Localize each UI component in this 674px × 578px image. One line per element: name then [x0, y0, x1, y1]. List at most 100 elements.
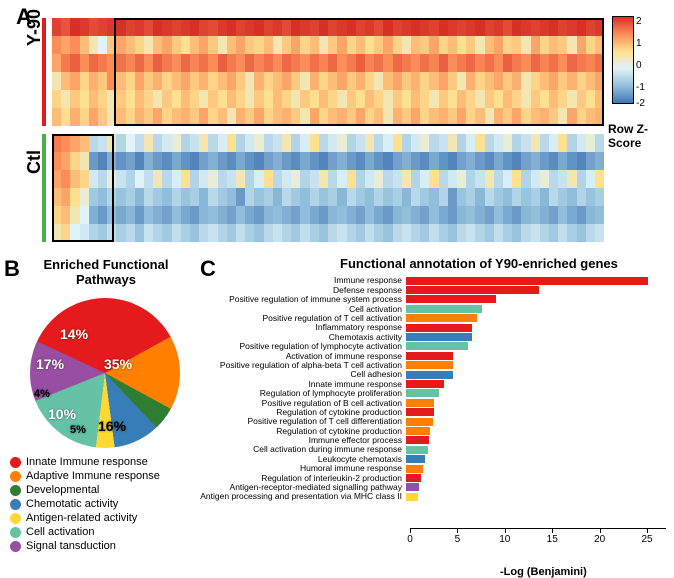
colorbar-title: Row Z-Score: [608, 122, 674, 150]
bar-label: Defense response: [200, 286, 406, 295]
heatmap-row: [52, 72, 604, 90]
bar-label: Immune effector process: [200, 436, 406, 445]
bar-fill: [406, 474, 421, 482]
pie-legend: Innate Immune response Adaptive Immune re…: [10, 456, 160, 554]
bar-fill: [406, 455, 425, 463]
heatmap-row: [52, 206, 604, 224]
legend-item: Adaptive Immune response: [10, 470, 160, 482]
heatmap-row: [52, 18, 604, 36]
bar-fill: [406, 446, 428, 454]
bar-label: Positive regulation of lymphocyte activa…: [200, 342, 406, 351]
bar-label: Leukocyte chemotaxis: [200, 455, 406, 464]
x-tick-label: 0: [407, 534, 413, 545]
legend-label: Antigen-related activity: [26, 512, 137, 524]
bar-row: Leukocyte chemotaxis: [200, 454, 666, 463]
bar-fill: [406, 277, 648, 285]
bar-row: Positive regulation of B cell activation: [200, 398, 666, 407]
bar-label: Immune response: [200, 276, 406, 285]
bar-label: Positive regulation of immune system pro…: [200, 295, 406, 304]
bar-fill: [406, 305, 482, 313]
bar-fill: [406, 361, 453, 369]
bar-fill: [406, 427, 430, 435]
bar-fill: [406, 295, 496, 303]
colorbar-tick: 0: [636, 60, 642, 71]
legend-item: Developmental: [10, 484, 160, 496]
bar-row: Regulation of lymphocyte proliferation: [200, 389, 666, 398]
bar-fill: [406, 333, 472, 341]
bar-fill: [406, 380, 444, 388]
bar-row: Inflammatory response: [200, 323, 666, 332]
pie-slice-label: 14%: [60, 326, 88, 342]
bar-label: Activation of immune response: [200, 352, 406, 361]
bar-row: Positive regulation of alpha-beta T cell…: [200, 361, 666, 370]
pie-slice-label: 5%: [70, 424, 86, 436]
bar-row: Positive regulation of lymphocyte activa…: [200, 342, 666, 351]
x-tick-label: 20: [594, 534, 605, 545]
legend-dot: [10, 457, 21, 468]
bar-fill: [406, 493, 418, 501]
bar-label: Positive regulation of B cell activation: [200, 399, 406, 408]
heatmap-row: [52, 224, 604, 242]
heatmap-row: [52, 108, 604, 126]
legend-label: Developmental: [26, 484, 99, 496]
bar-row: Cell activation during immune response: [200, 445, 666, 454]
bar-row: Immune response: [200, 276, 666, 285]
bar-label: Antigen-receptor-mediated signalling pat…: [200, 483, 406, 492]
pie-slice-label: 4%: [34, 388, 50, 400]
heatmap-row: [52, 170, 604, 188]
bar-fill: [406, 399, 434, 407]
pie-slice-label: 17%: [36, 356, 64, 372]
bar-row: Positive regulation of T cell activation: [200, 314, 666, 323]
bar-label: Positive regulation of T cell differenti…: [200, 417, 406, 426]
x-tick-label: 5: [455, 534, 461, 545]
legend-dot: [10, 513, 21, 524]
colorbar-tick: 1: [636, 38, 642, 49]
bar-label: Humoral immune response: [200, 464, 406, 473]
bar-row: Positive regulation of T cell differenti…: [200, 417, 666, 426]
panel-a-heatmap: A Y-90 Ctl: [14, 6, 604, 244]
bar-label: Regulation of lymphocyte proliferation: [200, 389, 406, 398]
panel-c-barchart: C Functional annotation of Y90-enriched …: [200, 254, 670, 564]
colorbar-gradient: [612, 16, 634, 104]
colorbar-tick: -1: [636, 82, 645, 93]
heatmap-row: [52, 36, 604, 54]
bar-fill: [406, 483, 419, 491]
legend-label: Adaptive Immune response: [26, 470, 160, 482]
bar-label: Cell activation during immune response: [200, 445, 406, 454]
pie-title: Enriched Functional Pathways: [36, 258, 176, 288]
rowlabel-y90: Y-90: [24, 9, 45, 46]
legend-label: Innate Immune response: [26, 456, 148, 468]
panel-b-pie: B Enriched Functional Pathways 35%16%5%1…: [4, 256, 194, 556]
heatmap-row: [52, 134, 604, 152]
bar-label: Innate immune response: [200, 380, 406, 389]
bar-label: Inflammatory response: [200, 323, 406, 332]
bar-fill: [406, 342, 468, 350]
legend-label: Chemotatic activity: [26, 498, 118, 510]
bar-fill: [406, 436, 429, 444]
legend-label: Signal tansduction: [26, 540, 116, 552]
bar-fill: [406, 352, 453, 360]
bar-fill: [406, 314, 477, 322]
legend-item: Chemotatic activity: [10, 498, 160, 510]
legend-item: Signal tansduction: [10, 540, 160, 552]
legend-dot: [10, 527, 21, 538]
x-tick-label: 25: [641, 534, 652, 545]
colorbar-tick: -2: [636, 98, 645, 109]
legend-dot: [10, 541, 21, 552]
legend-dot: [10, 499, 21, 510]
bar-fill: [406, 418, 433, 426]
bar-label: Positive regulation of alpha-beta T cell…: [200, 361, 406, 370]
panel-b-label: B: [4, 256, 20, 282]
x-tick-label: 15: [547, 534, 558, 545]
rowlabel-ctl: Ctl: [24, 150, 45, 174]
bar-label: Regulation of cytokine production: [200, 427, 406, 436]
bar-label: Chemotaxis activity: [200, 333, 406, 342]
bar-fill: [406, 389, 439, 397]
bar-label: Regulation of interleukin-2 production: [200, 474, 406, 483]
colorbar-tick: 2: [636, 16, 642, 27]
legend-item: Antigen-related activity: [10, 512, 160, 524]
bar-fill: [406, 324, 472, 332]
bar-row: Cell adhesion: [200, 370, 666, 379]
bar-label: Regulation of cytokine production: [200, 408, 406, 417]
heatmap-row: [52, 188, 604, 206]
